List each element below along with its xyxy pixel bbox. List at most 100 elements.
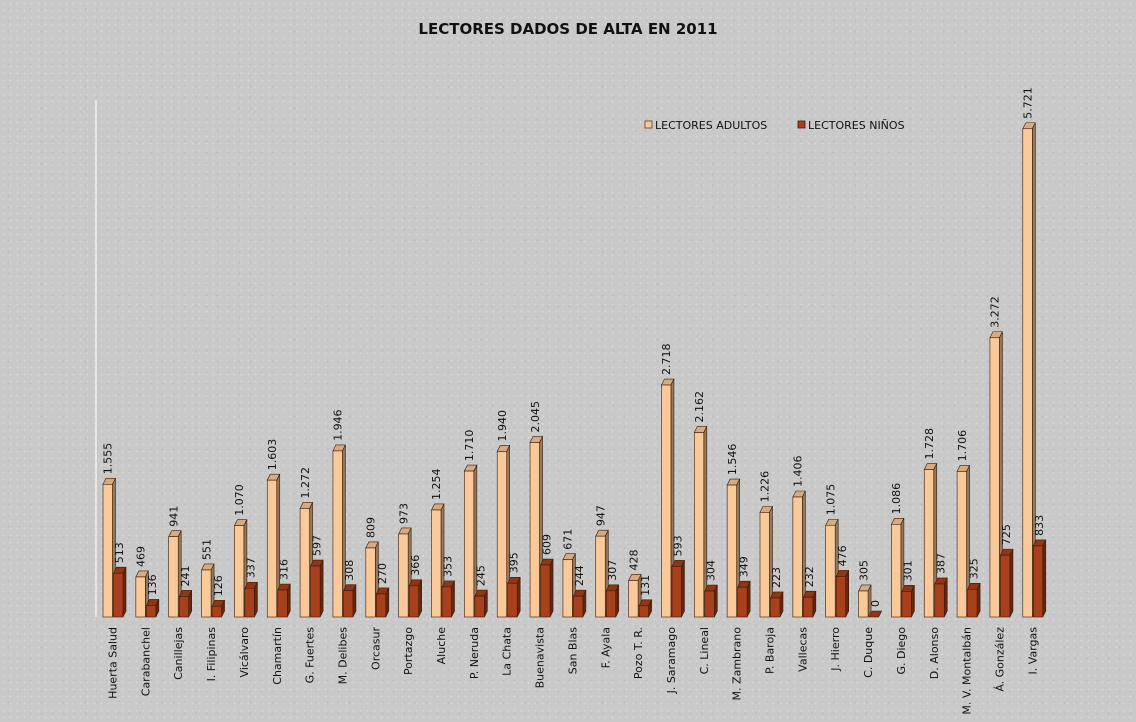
- value-label-ninos: 349: [737, 556, 750, 577]
- value-label-ninos: 245: [475, 565, 488, 586]
- bar-ninos: [638, 599, 653, 618]
- category-label: I. Filipinas: [205, 627, 218, 682]
- value-label-ninos: 337: [245, 557, 258, 578]
- value-label-adultos: 941: [167, 506, 180, 527]
- value-label-ninos: 387: [935, 553, 948, 574]
- value-label-adultos: 1.710: [463, 430, 476, 462]
- value-label-ninos: 136: [146, 574, 159, 595]
- bar-ninos: [113, 566, 127, 618]
- value-label-adultos: 2.045: [529, 401, 542, 433]
- value-label-adultos: 2.162: [693, 391, 706, 423]
- category-label: Pozo T. R.: [632, 627, 645, 679]
- value-label-ninos: 126: [212, 575, 225, 596]
- value-label-adultos: 1.086: [890, 483, 903, 515]
- value-label-adultos: 1.075: [824, 484, 837, 516]
- value-label-ninos: 316: [278, 559, 291, 580]
- value-label-ninos: 131: [639, 575, 652, 596]
- value-label-ninos: 232: [803, 566, 816, 587]
- bar-ninos: [1032, 539, 1047, 618]
- category-label: C. Lineal: [698, 627, 711, 674]
- bar-ninos: [441, 580, 455, 618]
- value-label-adultos: 1.546: [726, 444, 739, 476]
- bar-adultos: [956, 465, 971, 618]
- value-label-ninos: 593: [672, 535, 685, 556]
- bar-adultos: [496, 445, 511, 618]
- value-label-adultos: 3.272: [989, 296, 1002, 327]
- category-label: P. Neruda: [468, 627, 481, 679]
- value-label-adultos: 305: [857, 560, 870, 581]
- value-label-adultos: 809: [365, 517, 378, 538]
- bar-ninos: [507, 576, 521, 618]
- value-label-ninos: 366: [409, 555, 422, 576]
- value-label-adultos: 1.706: [956, 430, 969, 462]
- bar-ninos: [835, 570, 850, 618]
- category-label: M. Delibes: [336, 627, 349, 685]
- value-label-adultos: 469: [135, 546, 148, 567]
- value-label-adultos: 1.555: [102, 443, 115, 475]
- bar-ninos: [244, 581, 258, 618]
- value-labels-layer: 1.555 513 469 136 941 241 551 126 1.070 337 1.603 3…: [102, 87, 1046, 607]
- category-label: M. V. Montalbán: [961, 627, 974, 715]
- bar-adultos: [1022, 122, 1036, 618]
- category-label: Canillejas: [172, 627, 185, 680]
- category-labels-layer: Huerta Salud Carabanchel Canillejas I. Fili…: [107, 627, 1040, 715]
- bar-ninos: [540, 558, 554, 618]
- bar-ninos: [145, 599, 160, 618]
- bar-adultos: [858, 584, 872, 618]
- value-label-adultos: 1.940: [496, 410, 509, 442]
- category-label: C. Duque: [862, 627, 875, 678]
- bar-ninos: [408, 579, 423, 618]
- value-label-ninos: 325: [967, 558, 980, 579]
- bar-ninos: [737, 580, 751, 618]
- value-label-adultos: 1.946: [332, 409, 345, 441]
- category-label: D. Alonso: [928, 627, 941, 679]
- value-label-ninos: 597: [310, 535, 323, 556]
- legend: LECTORES ADULTOS LECTORES NIÑOS: [644, 119, 905, 132]
- value-label-ninos: 725: [1000, 524, 1013, 545]
- category-label: G. Fuertes: [304, 627, 317, 684]
- value-label-ninos: 241: [179, 565, 192, 586]
- category-label: G. Diego: [895, 627, 908, 675]
- value-label-adultos: 973: [397, 503, 410, 524]
- legend-swatch-adultos: [644, 120, 653, 129]
- category-label: M. Zambrano: [731, 627, 744, 701]
- bar-ninos: [375, 587, 390, 618]
- bar-ninos: [901, 585, 915, 618]
- bar-ninos: [770, 591, 784, 618]
- value-label-ninos: 609: [540, 534, 553, 555]
- bar-adultos: [759, 506, 773, 618]
- value-label-adultos: 671: [562, 529, 575, 550]
- legend-swatch-ninos: [797, 120, 806, 129]
- category-label: Buenavista: [534, 627, 547, 688]
- category-label: Vicálvaro: [238, 627, 251, 678]
- value-label-adultos: 1.272: [299, 467, 312, 499]
- bar-ninos: [474, 589, 488, 618]
- value-label-ninos: 270: [376, 563, 389, 584]
- value-label-adultos: 5.721: [1022, 87, 1035, 119]
- value-label-adultos: 551: [200, 539, 213, 560]
- value-label-ninos: 223: [770, 567, 783, 588]
- bar-ninos: [967, 582, 981, 618]
- category-label: J. Saramago: [665, 627, 678, 695]
- bar-ninos: [999, 548, 1014, 618]
- bar-ninos: [572, 589, 587, 618]
- value-label-ninos: 833: [1033, 515, 1046, 536]
- category-label: La Chata: [501, 627, 514, 676]
- bar-ninos: [342, 584, 357, 618]
- bar-ninos: [802, 590, 817, 618]
- bar-ninos: [934, 577, 948, 618]
- value-label-adultos: 1.406: [792, 456, 805, 488]
- bar-adultos: [923, 463, 938, 618]
- category-label: Aluche: [435, 627, 448, 665]
- value-label-ninos: 244: [573, 565, 586, 586]
- value-label-ninos: 308: [343, 560, 356, 581]
- bar-ninos: [605, 584, 620, 618]
- bar-ninos: [178, 590, 193, 618]
- value-label-adultos: 1.728: [923, 428, 936, 460]
- category-label: Chamartín: [271, 627, 284, 685]
- value-label-ninos: 304: [705, 560, 718, 581]
- bar-adultos: [332, 444, 346, 618]
- category-label: F. Ayala: [599, 627, 612, 668]
